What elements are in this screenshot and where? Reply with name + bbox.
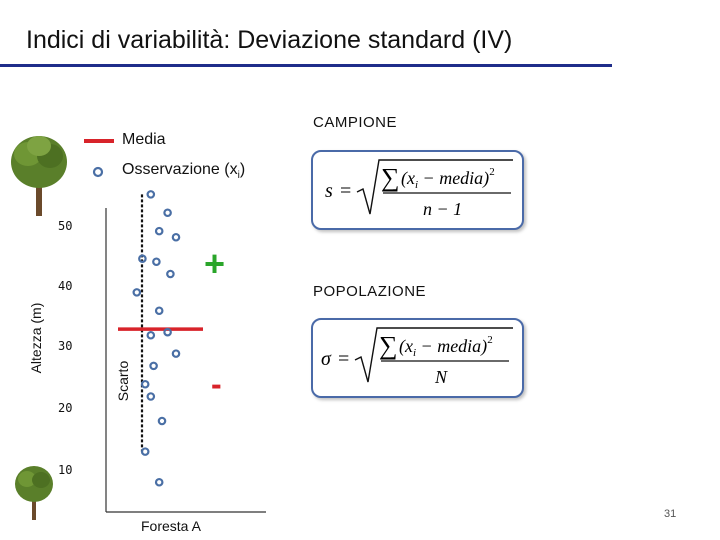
- title-underline: [0, 64, 612, 67]
- tree-icon-small: [15, 466, 53, 520]
- sqrt-symbol: [356, 159, 513, 215]
- minus-sign: -: [211, 366, 222, 402]
- observation-point: [154, 226, 164, 236]
- population-formula-box: σ = ∑ (xi − media)2 N: [311, 318, 524, 398]
- observation-point: [163, 327, 172, 337]
- observation-point: [171, 349, 181, 358]
- slide-title: Indici di variabilità: Deviazione standa…: [26, 26, 513, 54]
- svg-text:N: N: [434, 367, 448, 387]
- observation-point: [157, 416, 167, 426]
- population-std-formula: σ = ∑ (xi − media)2 N: [321, 327, 513, 387]
- plus-sign: +: [204, 243, 226, 284]
- legend-observation-label: Osservazione (xi): [122, 161, 246, 182]
- tree-icon-large: [11, 136, 67, 216]
- sample-section-label: CAMPIONE: [313, 114, 398, 131]
- legend-mean-label: Media: [122, 131, 166, 148]
- y-tick-label: 40: [58, 279, 73, 293]
- observation-point: [146, 392, 156, 401]
- observation-point: [154, 477, 164, 487]
- sample-formula-box: s = ∑ (xi − media)2 n − 1: [311, 150, 524, 230]
- observation-point: [163, 208, 172, 218]
- x-axis-label: Foresta A: [141, 518, 201, 534]
- legend-mean-swatch: [84, 139, 114, 143]
- y-tick-label: 20: [58, 401, 73, 415]
- sqrt-symbol: [354, 327, 513, 383]
- page-number: 31: [664, 508, 677, 520]
- svg-text:∑: ∑: [379, 331, 398, 360]
- svg-text:(xi − media)2: (xi − media)2: [399, 334, 493, 359]
- svg-text:=: =: [340, 180, 351, 202]
- svg-text:(xi − media)2: (xi − media)2: [401, 166, 495, 191]
- observation-point: [146, 330, 156, 340]
- observation-point: [149, 361, 158, 371]
- svg-text:=: =: [338, 348, 349, 370]
- svg-text:s: s: [325, 180, 333, 202]
- observation-point: [166, 269, 175, 279]
- observation-point: [152, 257, 161, 267]
- svg-text:σ: σ: [321, 348, 332, 370]
- observation-point: [140, 447, 150, 456]
- legend-point-icon: [92, 166, 104, 178]
- observation-point: [146, 190, 156, 199]
- sample-std-formula: s = ∑ (xi − media)2 n − 1: [325, 159, 513, 219]
- observation-point: [171, 232, 181, 242]
- observation-point: [154, 306, 164, 316]
- svg-text:n − 1: n − 1: [423, 199, 462, 219]
- y-tick-label: 30: [58, 339, 73, 353]
- observation-point: [140, 379, 150, 389]
- y-tick-label: 50: [58, 219, 73, 233]
- y-tick-label: 10: [58, 463, 73, 477]
- observation-point: [138, 254, 147, 263]
- observation-point: [132, 288, 142, 297]
- population-section-label: POPOLAZIONE: [313, 283, 427, 300]
- svg-text:∑: ∑: [381, 163, 400, 192]
